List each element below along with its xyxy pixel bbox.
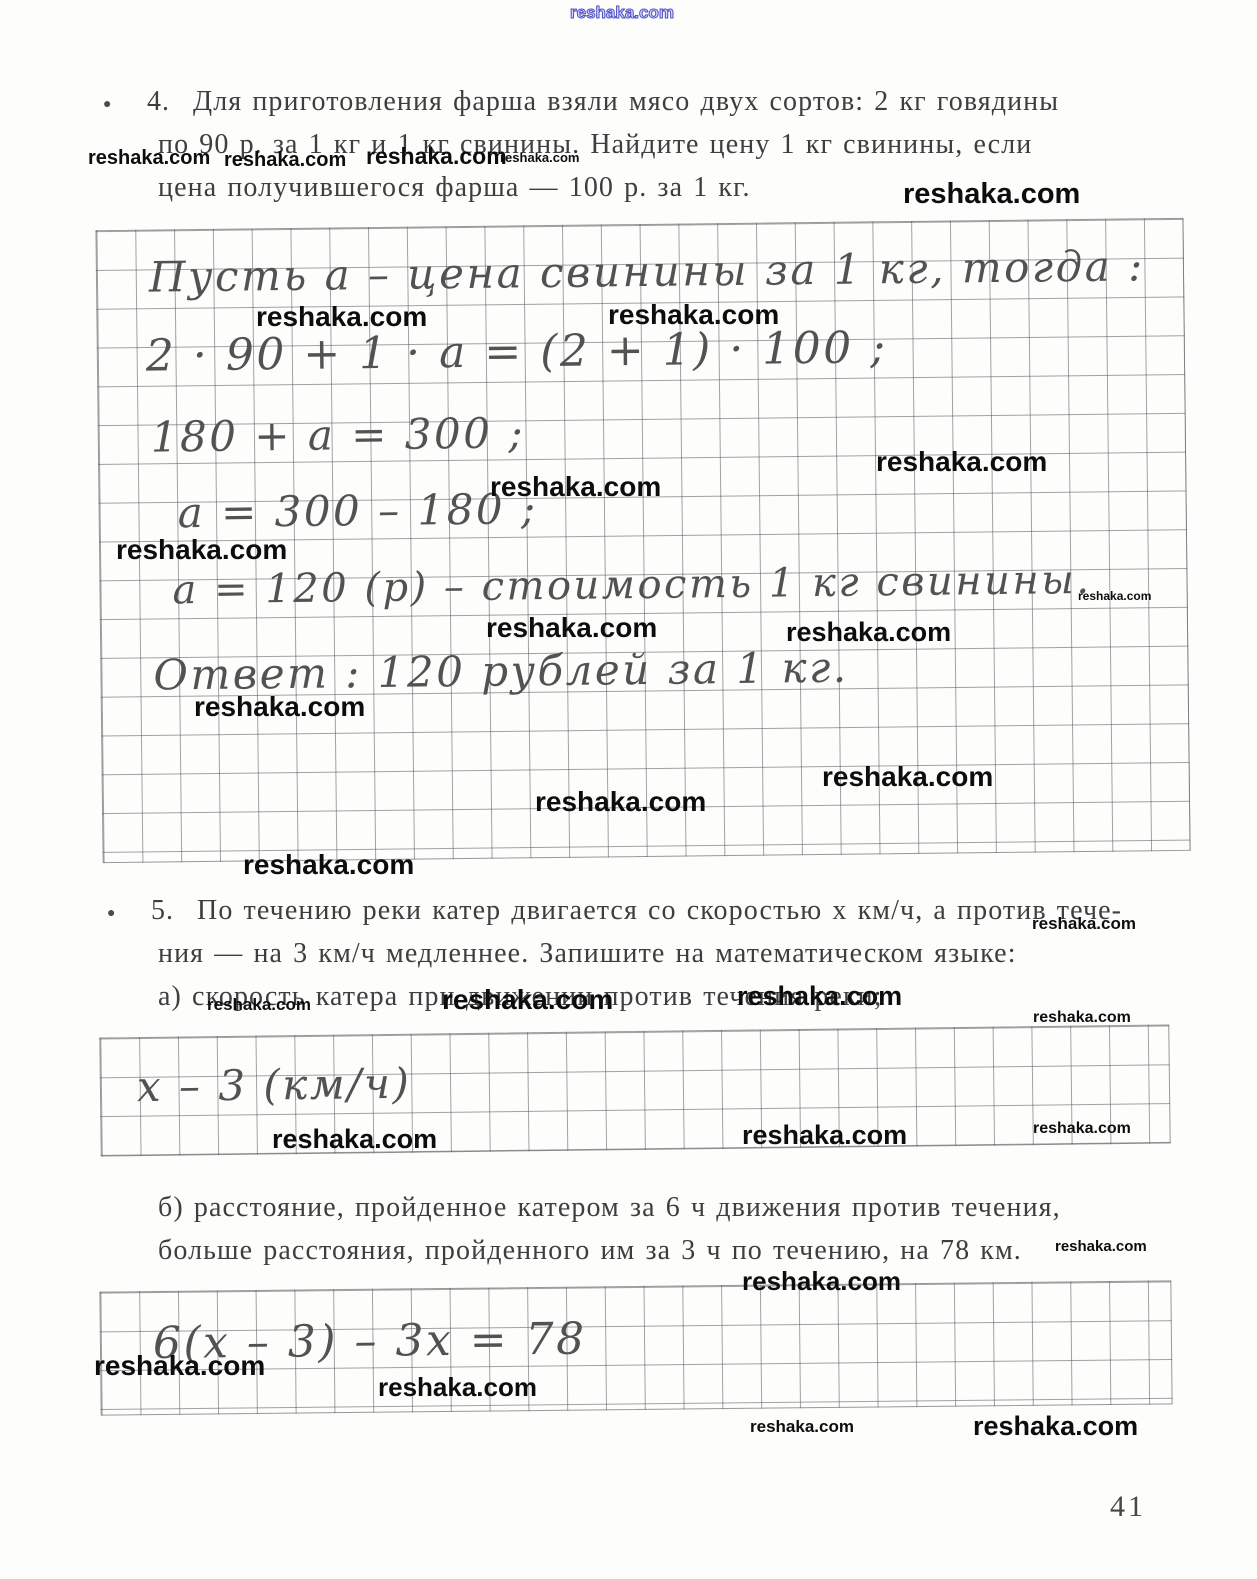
problem4-text-line: Для приготовления фарша взяли мясо двух … [193, 86, 1060, 117]
watermark: reshaka.com [1032, 914, 1136, 933]
problem5-text-line: а) скорость катера при движении против т… [158, 981, 883, 1012]
watermark: reshaka.com [1033, 1120, 1131, 1137]
problem4-text-line: по 90 р. за 1 кг и 1 кг свинины. Найдите… [158, 129, 1033, 160]
watermark: reshaka.com [94, 1350, 266, 1381]
problem4-bullet: ● [103, 97, 112, 112]
watermark: reshaka.com [272, 1124, 438, 1154]
problem5b-text-line: больше расстояния, пройденного им за 3 ч… [158, 1235, 1022, 1266]
handwritten-solution-line: 2 · 90 + 1 · а = (2 + 1) · 100 ; [145, 322, 888, 382]
watermark: reshaka.com [535, 786, 707, 817]
watermark: reshaka.com [876, 446, 1048, 477]
watermark: reshaka.com [490, 471, 662, 502]
problem4-text-line: цена получившегося фарша — 100 р. за 1 к… [158, 172, 751, 203]
problem5-number: 5. [151, 895, 174, 926]
problem5b-text-line: б) расстояние, пройденное катером за 6 ч… [158, 1192, 1061, 1223]
watermark: reshaka.com [500, 150, 580, 165]
watermark: reshaka.com [822, 761, 994, 792]
watermark: reshaka.com [737, 981, 903, 1011]
solution-grid-problem5a: х – 3 (км/ч) [99, 1024, 1171, 1157]
problem5-text-line: ния — на 3 км/ч медленнее. Запишите на м… [158, 938, 1017, 969]
page-number: 41 [1110, 1490, 1146, 1523]
watermark: reshaka.com [207, 995, 311, 1014]
problem4-number: 4. [147, 86, 170, 117]
handwritten-solution-line: а = 300 – 180 ; [177, 484, 538, 538]
handwritten-solution-line: Пусть а – цена свинины за 1 кг, тогда : [148, 241, 1146, 302]
watermark: reshaka.com [486, 612, 658, 643]
watermark: reshaka.com [786, 617, 952, 647]
watermark: reshaka.com [742, 1266, 901, 1296]
handwritten-answer-a: х – 3 (км/ч) [136, 1058, 412, 1112]
watermark: reshaka.com [194, 691, 366, 722]
watermark: reshaka.com [256, 301, 428, 332]
watermark: reshaka.com [442, 984, 614, 1015]
watermark: reshaka.com [903, 178, 1081, 210]
watermark: reshaka.com [750, 1417, 854, 1436]
handwritten-answer-line: Ответ : 120 рублей за 1 кг. [153, 642, 849, 700]
watermark: reshaka.com [742, 1120, 908, 1150]
watermark: reshaka.com [973, 1411, 1139, 1441]
problem5-text-line: По течению реки катер двигается со скоро… [197, 895, 1123, 926]
watermark: reshaka.com [88, 147, 211, 169]
solution-grid-problem5b: 6(х – 3) – 3х = 78 [99, 1280, 1173, 1416]
watermark: reshaka.com [1078, 589, 1152, 603]
watermark: reshaka.com [116, 534, 288, 565]
handwritten-solution-line: а = 120 (р) – стоимость 1 кг свинины. [172, 556, 1092, 614]
watermark: reshaka.com [1055, 1238, 1147, 1255]
watermark: reshaka.com [366, 143, 507, 169]
watermark: reshaka.com [378, 1372, 537, 1402]
handwritten-solution-line: 180 + а = 300 ; [150, 408, 526, 462]
watermark: reshaka.com [1033, 1009, 1131, 1026]
watermark: reshaka.com [608, 299, 780, 330]
watermark: reshaka.com [224, 149, 347, 171]
watermark: reshaka.com [243, 849, 415, 880]
watermark: reshaka.com [570, 3, 675, 22]
problem5-bullet: ● [107, 906, 116, 921]
